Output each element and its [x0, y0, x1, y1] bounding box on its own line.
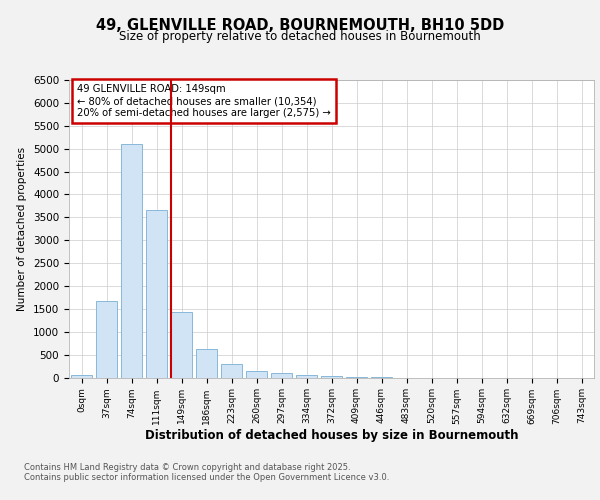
Text: 49 GLENVILLE ROAD: 149sqm
← 80% of detached houses are smaller (10,354)
20% of s: 49 GLENVILLE ROAD: 149sqm ← 80% of detac…	[77, 84, 331, 117]
Bar	[271, 373, 292, 378]
Bar	[196, 349, 217, 378]
Bar	[296, 375, 317, 378]
Text: Contains HM Land Registry data © Crown copyright and database right 2025.: Contains HM Land Registry data © Crown c…	[24, 462, 350, 471]
Bar	[246, 370, 267, 378]
Text: 49, GLENVILLE ROAD, BOURNEMOUTH, BH10 5DD: 49, GLENVILLE ROAD, BOURNEMOUTH, BH10 5D…	[96, 18, 504, 32]
Bar	[71, 375, 92, 378]
Bar	[171, 312, 192, 378]
Bar	[121, 144, 142, 378]
Bar	[221, 364, 242, 378]
Bar	[321, 376, 342, 378]
Text: Contains public sector information licensed under the Open Government Licence v3: Contains public sector information licen…	[24, 472, 389, 482]
Text: Size of property relative to detached houses in Bournemouth: Size of property relative to detached ho…	[119, 30, 481, 43]
Bar	[96, 301, 117, 378]
X-axis label: Distribution of detached houses by size in Bournemouth: Distribution of detached houses by size …	[145, 429, 518, 442]
Bar	[146, 210, 167, 378]
Y-axis label: Number of detached properties: Number of detached properties	[17, 146, 28, 311]
